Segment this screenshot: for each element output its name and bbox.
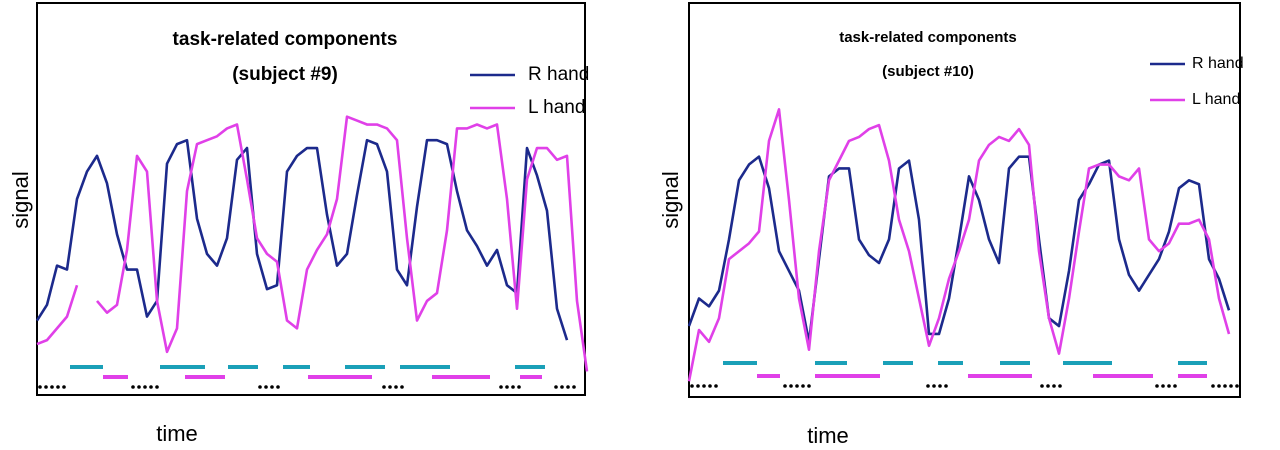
series-line [687, 108, 1231, 382]
rest-dot [505, 385, 509, 389]
rest-dot [690, 384, 694, 388]
chart-subtitle: (subject #9) [232, 64, 338, 85]
rest-dot [1155, 384, 1159, 388]
rest-dot [1161, 384, 1165, 388]
rest-dot [56, 385, 60, 389]
legend-label: L hand [1192, 91, 1240, 108]
rest-dot [511, 385, 515, 389]
rest-dot [517, 385, 521, 389]
chart-title: task-related components [839, 29, 1017, 46]
rest-dot [1217, 384, 1221, 388]
panel-frame [688, 2, 1241, 398]
rest-dot [1040, 384, 1044, 388]
rest-dot [938, 384, 942, 388]
x-axis-label: time [156, 421, 198, 446]
rest-dot [795, 384, 799, 388]
rest-dot [708, 384, 712, 388]
rest-dot [1173, 384, 1177, 388]
y-axis-label: signal [658, 171, 683, 228]
rest-dot [44, 385, 48, 389]
series-line [36, 115, 589, 372]
rest-dot [270, 385, 274, 389]
rest-dot [1058, 384, 1062, 388]
rest-dot [131, 385, 135, 389]
rest-dot [62, 385, 66, 389]
series-line [35, 138, 569, 341]
rest-dot [696, 384, 700, 388]
series-line [687, 155, 1231, 344]
rest-dot [499, 385, 503, 389]
rest-dot [1167, 384, 1171, 388]
rest-dot [1229, 384, 1233, 388]
rest-dot [400, 385, 404, 389]
rest-dot [1235, 384, 1239, 388]
rest-dot [38, 385, 42, 389]
rest-dot [572, 385, 576, 389]
rest-dot [276, 385, 280, 389]
rest-dot [388, 385, 392, 389]
rest-dot [714, 384, 718, 388]
x-axis-label: time [807, 423, 849, 448]
rest-dot [801, 384, 805, 388]
rest-dot [560, 385, 564, 389]
rest-dot [926, 384, 930, 388]
rest-dot [258, 385, 262, 389]
legend-label: R hand [1192, 55, 1244, 72]
rest-dot [394, 385, 398, 389]
y-axis-label: signal [8, 171, 33, 228]
rest-dot [566, 385, 570, 389]
rest-dot [789, 384, 793, 388]
rest-dot [1052, 384, 1056, 388]
rest-dot [783, 384, 787, 388]
rest-dot [155, 385, 159, 389]
rest-dot [554, 385, 558, 389]
legend-label: R hand [528, 64, 589, 85]
rest-dot [944, 384, 948, 388]
rest-dot [50, 385, 54, 389]
legend-label: L hand [528, 97, 585, 118]
rest-dot [149, 385, 153, 389]
rest-dot [143, 385, 147, 389]
panel-frame [36, 2, 586, 396]
rest-dot [807, 384, 811, 388]
rest-dot [932, 384, 936, 388]
rest-dot [702, 384, 706, 388]
rest-dot [1046, 384, 1050, 388]
chart-title: task-related components [173, 29, 398, 50]
rest-dot [1211, 384, 1215, 388]
rest-dot [264, 385, 268, 389]
rest-dot [137, 385, 141, 389]
rest-dot [1223, 384, 1227, 388]
chart-subtitle: (subject #10) [882, 63, 974, 80]
rest-dot [382, 385, 386, 389]
